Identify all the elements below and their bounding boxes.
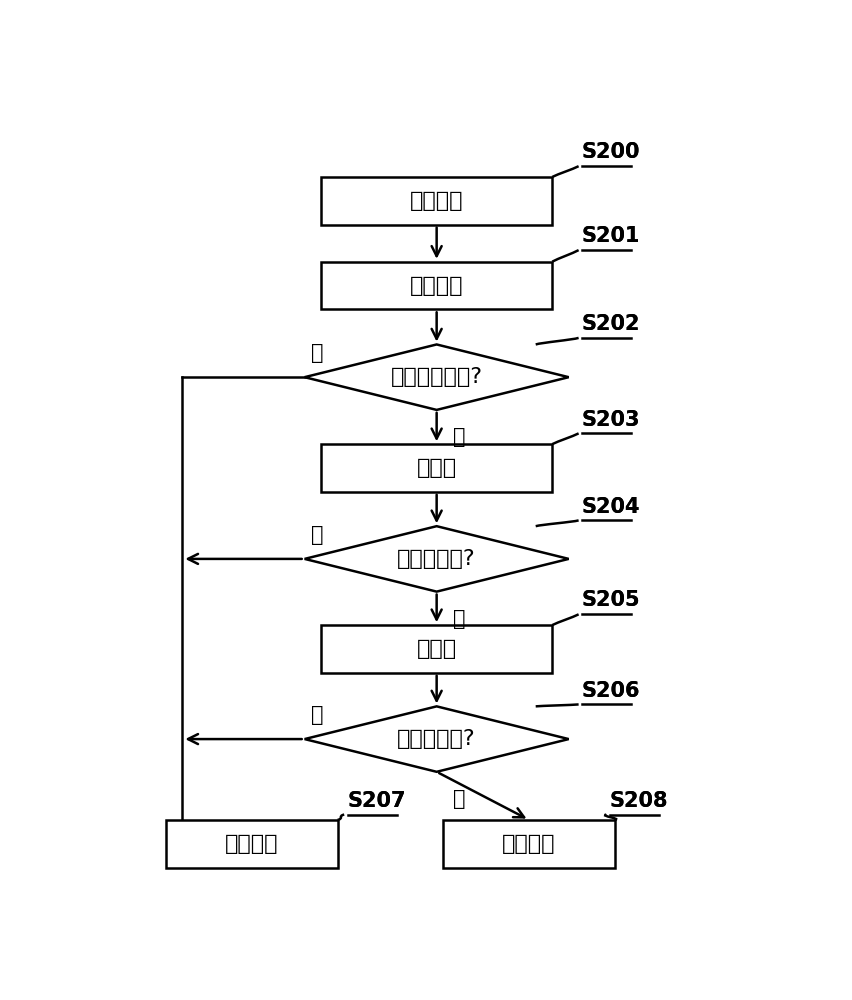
Bar: [166, 820, 337, 868]
Text: S206: S206: [582, 681, 641, 701]
Bar: [321, 262, 552, 309]
Text: 是: 是: [453, 789, 466, 809]
Text: 否: 否: [311, 705, 324, 725]
Bar: [321, 625, 552, 673]
Bar: [443, 820, 615, 868]
Text: 返回失败: 返回失败: [225, 834, 279, 854]
Text: 否: 否: [311, 525, 324, 545]
Text: S201: S201: [582, 226, 641, 246]
Text: S202: S202: [582, 314, 641, 334]
Text: 是: 是: [453, 427, 466, 447]
Text: S203: S203: [582, 410, 641, 430]
Text: S200: S200: [582, 142, 641, 162]
Text: S201: S201: [582, 226, 641, 246]
Text: 否: 否: [311, 343, 324, 363]
Text: S206: S206: [582, 681, 641, 701]
Text: S202: S202: [582, 314, 641, 334]
Text: 返回成功: 返回成功: [503, 834, 556, 854]
Text: 时隙同步: 时隙同步: [410, 276, 463, 296]
Text: S205: S205: [582, 590, 641, 610]
Text: S207: S207: [348, 791, 406, 811]
Text: S200: S200: [582, 142, 641, 162]
Text: 帧同步: 帧同步: [417, 458, 457, 478]
Text: S208: S208: [610, 791, 668, 811]
Polygon shape: [305, 526, 569, 592]
Text: S204: S204: [582, 497, 641, 517]
Polygon shape: [305, 344, 569, 410]
Text: 码同步成功?: 码同步成功?: [397, 729, 476, 749]
Text: S204: S204: [582, 497, 641, 517]
Text: S203: S203: [582, 410, 641, 430]
Text: S207: S207: [348, 791, 406, 811]
Text: 码同步: 码同步: [417, 639, 457, 659]
Bar: [321, 444, 552, 492]
Text: 选择频点: 选择频点: [410, 191, 463, 211]
Text: 时隙同步成功?: 时隙同步成功?: [391, 367, 482, 387]
Polygon shape: [305, 706, 569, 772]
Text: 是: 是: [453, 609, 466, 629]
Text: S208: S208: [610, 791, 668, 811]
Text: 帧同步成功?: 帧同步成功?: [397, 549, 476, 569]
Bar: [321, 177, 552, 225]
Text: S205: S205: [582, 590, 641, 610]
